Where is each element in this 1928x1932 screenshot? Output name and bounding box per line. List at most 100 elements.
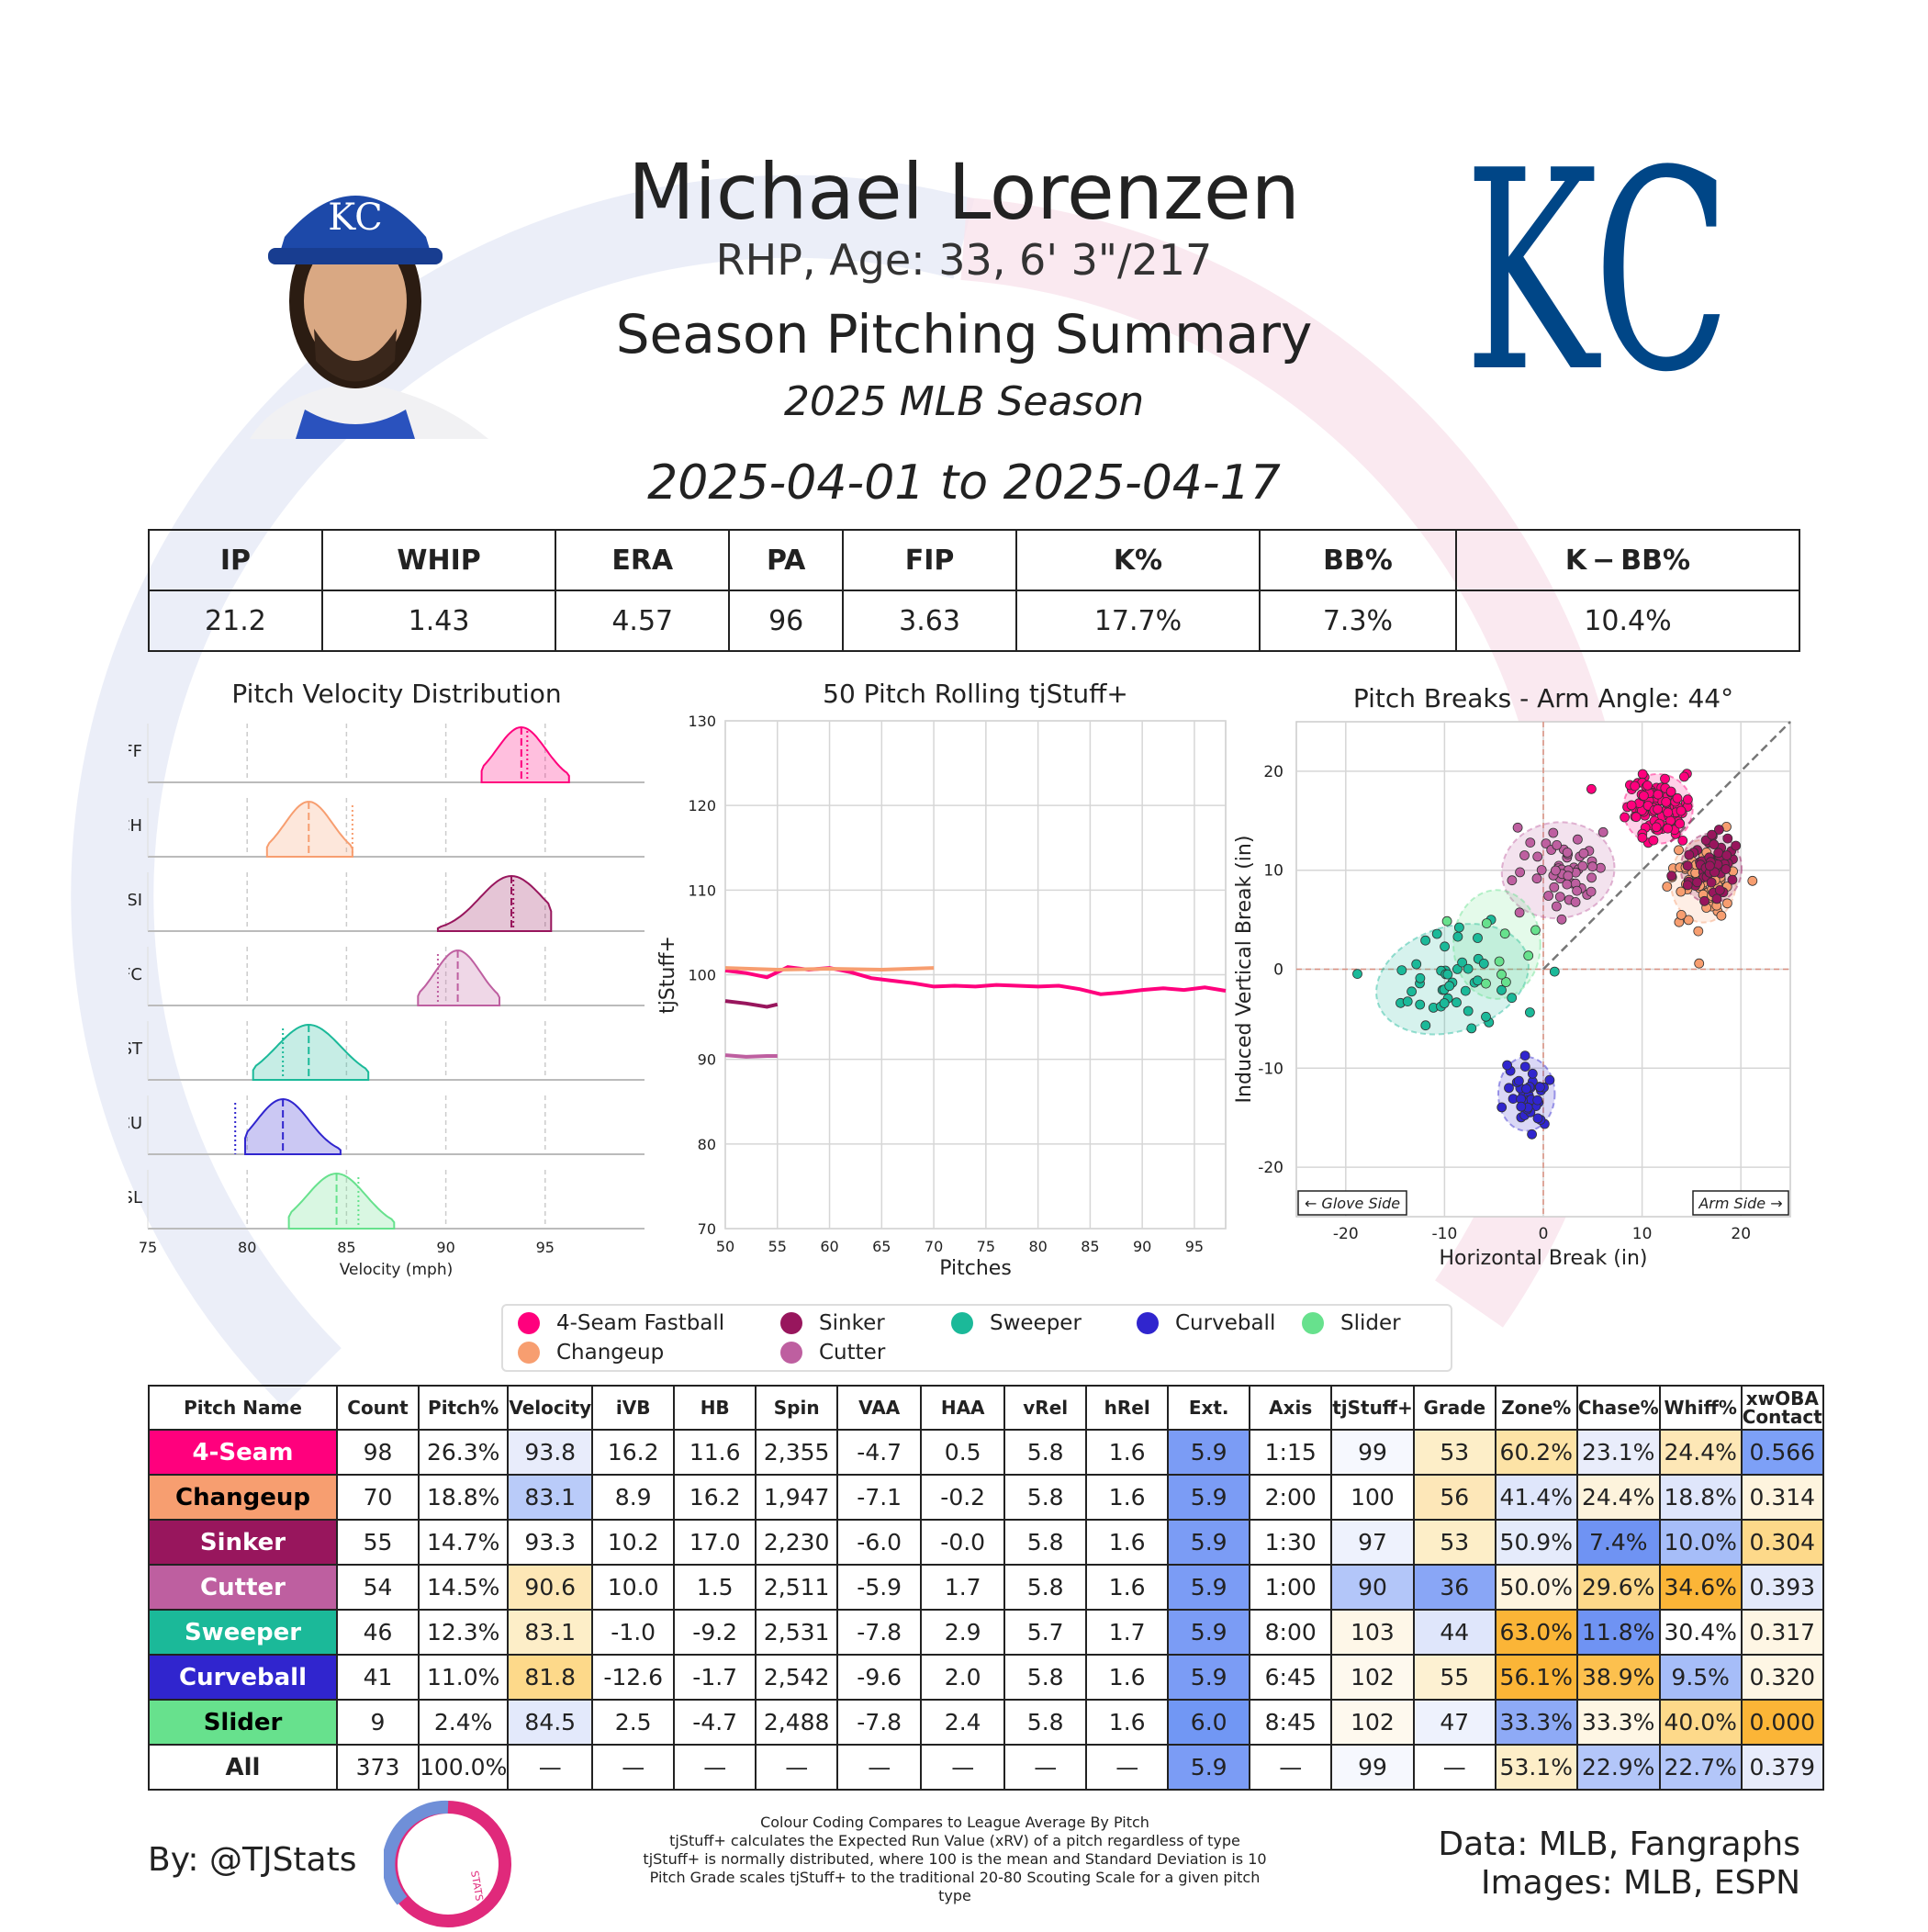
stat-value: 10.4% [1454, 590, 1801, 652]
stat-value: 21.2 [148, 590, 323, 652]
note-line: Pitch Grade scales tjStuff+ to the tradi… [649, 1869, 1261, 1904]
pitch-point [1525, 837, 1536, 848]
pitch-point [1514, 907, 1525, 918]
metric-cell: 10.0 [591, 1564, 676, 1611]
metric-cell: 8:00 [1249, 1609, 1333, 1656]
stat-header: PA [728, 529, 845, 591]
pitch-point [1441, 915, 1452, 927]
stat-value: 1.43 [320, 590, 557, 652]
pitch-point [1662, 882, 1673, 892]
column-header: Pitch% [417, 1385, 510, 1431]
metric-cell: 83.1 [507, 1609, 594, 1656]
pitch-point [1587, 861, 1598, 872]
metric-cell: -5.9 [836, 1564, 923, 1611]
metric-cell: 0.320 [1740, 1654, 1824, 1701]
x-tick-label: 75 [977, 1238, 995, 1255]
metric-cell: 2.4 [920, 1699, 1006, 1746]
velocity-distribution-chart: Pitch Velocity Distribution FF CH SI FC ST CU S… [129, 679, 645, 1279]
legend-item: Curveball [1137, 1311, 1275, 1335]
cluster-ellipse [1452, 889, 1541, 1000]
y-tick-label: 10 [1263, 862, 1283, 881]
pitch-point [1440, 941, 1451, 952]
pitch-name-cell: 4-Seam [148, 1429, 338, 1476]
metric-cell: 17.0 [673, 1519, 757, 1566]
pitch-point [1692, 877, 1703, 888]
metric-cell: 8:45 [1249, 1699, 1333, 1746]
metric-cell: 8.9 [591, 1474, 676, 1521]
metric-cell: -0.0 [920, 1519, 1006, 1566]
pitch-name-cell: Slider [148, 1699, 338, 1746]
column-header: xwOBA Contact [1740, 1385, 1824, 1431]
legend-label: Slider [1340, 1311, 1401, 1335]
column-header: vRel [1003, 1385, 1088, 1431]
pitch-point [1674, 845, 1684, 856]
pitch-point [1504, 1083, 1514, 1094]
column-header: iVB [591, 1385, 676, 1431]
legend-marker [518, 1342, 540, 1364]
metric-cell: 63.0% [1494, 1609, 1578, 1656]
pitch-point [1415, 999, 1426, 1010]
pitch-point [1586, 872, 1597, 883]
metric-cell: 99 [1330, 1744, 1415, 1791]
pitch-point [1411, 959, 1422, 970]
metric-cell: — [836, 1744, 923, 1791]
metric-cell: 98 [336, 1429, 420, 1476]
pitch-point [1481, 918, 1492, 928]
metric-cell: 1.7 [920, 1564, 1006, 1611]
metric-cell: 1.6 [1085, 1699, 1170, 1746]
metric-cell: 0.000 [1740, 1699, 1824, 1746]
pitch-point [1442, 969, 1453, 980]
column-header: Whiff% [1658, 1385, 1743, 1431]
metric-cell: 2:00 [1249, 1474, 1333, 1521]
metric-cell: 6:45 [1249, 1654, 1333, 1701]
note-line: tjStuff+ calculates the Expected Run Val… [669, 1832, 1240, 1849]
metric-cell: 11.6 [673, 1429, 757, 1476]
pitch-point [1507, 875, 1518, 886]
pitch-point [1431, 928, 1442, 939]
metric-cell: -0.2 [920, 1474, 1006, 1521]
pitch-point [1597, 826, 1609, 837]
metric-cell: 41.4% [1494, 1474, 1578, 1521]
pitch-name-cell: Cutter [148, 1564, 338, 1611]
pitch-point [1499, 928, 1510, 939]
legend-marker [780, 1312, 802, 1334]
pitch-point [1452, 963, 1463, 974]
x-tick-label: 95 [1185, 1238, 1204, 1255]
metric-cell: 18.8% [417, 1474, 510, 1521]
metric-cell: -1.0 [591, 1609, 676, 1656]
row-label: FF [129, 742, 142, 761]
pitch-point [1642, 781, 1653, 791]
row-label: ST [129, 1039, 143, 1059]
pitch-point [1721, 864, 1732, 874]
metric-cell: 50.9% [1494, 1519, 1578, 1566]
x-tick-label: 90 [436, 1239, 454, 1256]
metric-cell: — [507, 1744, 594, 1791]
x-tick-label: 20 [1731, 1225, 1751, 1243]
stat-value: 17.7% [1015, 590, 1261, 652]
x-tick-label: 90 [1133, 1238, 1151, 1255]
pitch-point [1519, 1061, 1530, 1073]
pitch-point [1531, 873, 1542, 884]
stat-header: K − BB% [1454, 529, 1801, 591]
pitch-point [1577, 860, 1588, 871]
legend-label: Sinker [819, 1311, 885, 1335]
metric-cell: 26.3% [417, 1429, 510, 1476]
metric-cell: 99 [1330, 1429, 1415, 1476]
column-header: Pitch Name [148, 1385, 338, 1431]
metric-cell: 10.0% [1658, 1519, 1743, 1566]
pitch-point [1457, 957, 1468, 968]
metric-cell: 9 [336, 1699, 420, 1746]
metric-cell: 2,230 [755, 1519, 839, 1566]
metric-cell: 102 [1330, 1654, 1415, 1701]
arm-angle-line [1542, 721, 1791, 971]
pitch-point [1396, 965, 1407, 976]
row-label: CU [129, 1114, 142, 1133]
metric-cell: 53.1% [1494, 1744, 1578, 1791]
pitch-point [1549, 966, 1560, 977]
pitch-point [1541, 838, 1552, 849]
author-credit: By: @TJStats [148, 1841, 357, 1879]
metric-cell: 2,488 [755, 1699, 839, 1746]
metric-cell: 53 [1412, 1429, 1496, 1476]
metric-cell: — [1003, 1744, 1088, 1791]
column-header: Spin [755, 1385, 839, 1431]
